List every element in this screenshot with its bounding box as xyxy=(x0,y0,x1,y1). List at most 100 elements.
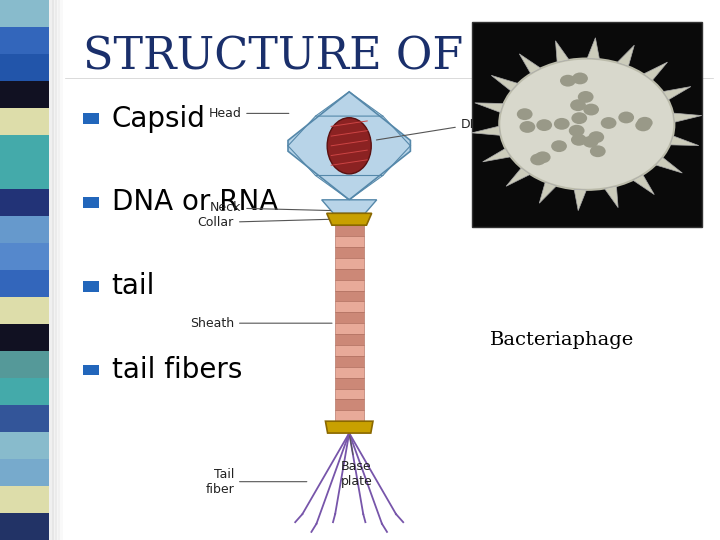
Polygon shape xyxy=(574,190,586,211)
Circle shape xyxy=(578,91,593,103)
Bar xyxy=(335,389,364,400)
Circle shape xyxy=(520,121,535,133)
Bar xyxy=(83,364,99,375)
Circle shape xyxy=(600,117,616,129)
Text: STRUCTURE OF A VIRUS: STRUCTURE OF A VIRUS xyxy=(83,35,675,78)
Bar xyxy=(0,243,49,270)
Polygon shape xyxy=(325,421,373,433)
Bar xyxy=(335,334,364,345)
Bar xyxy=(0,81,49,108)
Circle shape xyxy=(554,118,570,130)
Bar xyxy=(0,189,49,216)
Polygon shape xyxy=(588,38,600,59)
Bar xyxy=(0,54,49,81)
Bar xyxy=(0,324,49,351)
Bar xyxy=(0,486,49,513)
Bar xyxy=(0,27,49,54)
Polygon shape xyxy=(322,200,377,213)
Polygon shape xyxy=(644,62,667,80)
Bar xyxy=(335,225,364,236)
Text: Collar: Collar xyxy=(198,216,329,229)
Bar xyxy=(83,281,99,292)
Bar xyxy=(335,410,364,421)
Circle shape xyxy=(618,112,634,123)
Circle shape xyxy=(637,117,652,129)
Bar xyxy=(58,0,63,540)
Bar xyxy=(335,258,364,269)
Polygon shape xyxy=(539,182,557,203)
Bar xyxy=(472,22,702,227)
Polygon shape xyxy=(491,76,518,91)
Bar xyxy=(335,247,364,258)
Circle shape xyxy=(588,131,604,143)
Bar xyxy=(0,108,49,135)
Polygon shape xyxy=(605,186,618,208)
Text: Neck: Neck xyxy=(210,201,330,214)
Circle shape xyxy=(583,104,599,116)
Text: Head: Head xyxy=(208,107,289,120)
Circle shape xyxy=(551,140,567,152)
Circle shape xyxy=(536,119,552,131)
Bar xyxy=(52,0,57,540)
Text: DNA or RNA: DNA or RNA xyxy=(112,188,278,217)
Bar xyxy=(0,216,49,243)
Circle shape xyxy=(570,99,586,111)
Text: Capsid: Capsid xyxy=(112,105,205,133)
Bar xyxy=(335,301,364,312)
Bar xyxy=(0,459,49,486)
Circle shape xyxy=(499,58,675,190)
Bar xyxy=(335,400,364,410)
Text: Sheath: Sheath xyxy=(190,316,332,330)
Bar xyxy=(335,269,364,280)
Bar xyxy=(335,367,364,377)
Polygon shape xyxy=(519,54,541,73)
Bar xyxy=(83,113,99,124)
Circle shape xyxy=(635,119,651,131)
Circle shape xyxy=(572,112,588,124)
Bar xyxy=(55,0,60,540)
Circle shape xyxy=(572,72,588,84)
Bar xyxy=(0,351,49,378)
Polygon shape xyxy=(327,213,372,225)
Polygon shape xyxy=(670,136,699,146)
Bar xyxy=(335,312,364,323)
Bar xyxy=(0,513,49,540)
Text: Base
plate: Base plate xyxy=(341,436,372,488)
Bar xyxy=(0,378,49,405)
Bar xyxy=(335,323,364,334)
Bar xyxy=(335,377,364,389)
Polygon shape xyxy=(673,113,702,122)
Bar xyxy=(0,270,49,297)
Circle shape xyxy=(590,145,606,157)
Text: Bacteriaphage: Bacteriaphage xyxy=(490,331,634,349)
Ellipse shape xyxy=(327,118,372,174)
Bar xyxy=(335,356,364,367)
Circle shape xyxy=(517,108,533,120)
Circle shape xyxy=(571,134,587,146)
Circle shape xyxy=(535,151,551,163)
Polygon shape xyxy=(633,175,654,194)
Text: Tail
fiber: Tail fiber xyxy=(205,468,307,496)
Polygon shape xyxy=(656,157,683,173)
Bar xyxy=(335,345,364,356)
Bar xyxy=(335,280,364,291)
Bar xyxy=(0,135,49,162)
Polygon shape xyxy=(663,86,691,100)
Bar xyxy=(0,432,49,459)
Bar xyxy=(335,291,364,301)
Bar xyxy=(335,236,364,247)
Polygon shape xyxy=(555,40,569,62)
Text: tail fibers: tail fibers xyxy=(112,356,242,384)
Text: tail: tail xyxy=(112,272,155,300)
Bar xyxy=(0,297,49,324)
Polygon shape xyxy=(288,92,410,200)
Circle shape xyxy=(530,153,546,165)
Text: DNA: DNA xyxy=(377,118,488,140)
Polygon shape xyxy=(617,45,634,66)
Circle shape xyxy=(582,136,598,147)
Polygon shape xyxy=(472,126,500,136)
Polygon shape xyxy=(506,168,530,186)
Polygon shape xyxy=(482,148,510,162)
Circle shape xyxy=(560,75,576,86)
Bar xyxy=(0,162,49,189)
